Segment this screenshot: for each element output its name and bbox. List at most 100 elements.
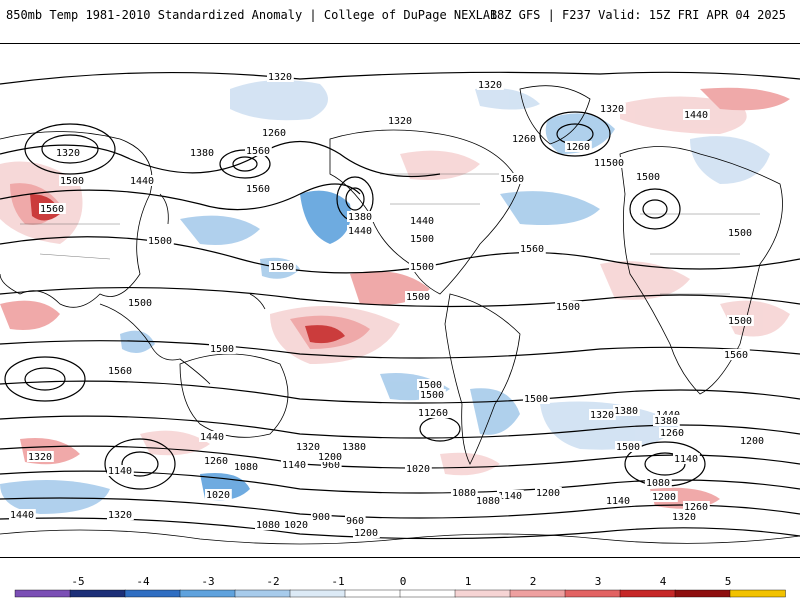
contour-label: 1080 — [256, 520, 280, 531]
contour-label: 1440 — [348, 226, 372, 237]
contour-label: 1320 — [296, 442, 320, 453]
contour-label-bg — [409, 233, 436, 244]
contour-label-bg — [535, 487, 562, 498]
contour-label-bg — [199, 431, 226, 442]
contour-label-bg — [255, 519, 282, 530]
colorbar-swatch — [179, 589, 236, 598]
contour-label: 1440 — [410, 216, 434, 227]
contour-label-bg — [345, 515, 366, 526]
contour-label: 1500 — [148, 236, 172, 247]
contour-label-bg — [127, 297, 154, 308]
contour-label-bg — [683, 501, 710, 512]
contour-label-bg — [317, 451, 344, 462]
contour-label-bg — [267, 71, 294, 82]
contour-label-bg — [347, 225, 374, 236]
colorbar-tick-labels: -5 -4 -3 -2 -1 0 1 2 3 4 5 — [71, 575, 731, 588]
contour-label-bg — [655, 409, 682, 420]
contour-label-bg — [245, 183, 272, 194]
colorbar-tick-label: 2 — [530, 575, 537, 588]
colorbar-swatch — [729, 589, 786, 598]
contour-label-bg — [9, 509, 36, 520]
colorbar-swatch — [234, 589, 291, 598]
contour-label-bg — [645, 477, 672, 488]
contour-label: 1440 — [200, 432, 224, 443]
contour-label-bg — [341, 441, 368, 452]
contour-label: 1500 — [418, 380, 442, 391]
coastlines — [0, 85, 800, 545]
contour-label: 1500 — [410, 234, 434, 245]
contour-labels: 1320132012601440132012601500132013201380… — [9, 71, 766, 539]
contour-label: 1560 — [500, 174, 524, 185]
contour-label-bg — [419, 389, 446, 400]
contour-label: 1560 — [246, 184, 270, 195]
contour-label: 1440 — [130, 176, 154, 187]
contour-label-bg — [599, 157, 626, 168]
contour-label-bg — [107, 365, 134, 376]
contour-label-bg — [59, 175, 86, 186]
contour-label-bg — [129, 175, 156, 186]
contour-label-bg — [615, 441, 642, 452]
contour-label-bg — [519, 243, 546, 254]
contour-label-bg — [671, 511, 698, 522]
contour-label-bg — [613, 405, 640, 416]
colorbar-tick-label: -1 — [331, 575, 344, 588]
contour-label: 1500 — [60, 176, 84, 187]
anomaly-colorbar: -5 -4 -3 -2 -1 0 1 2 3 4 5 — [0, 574, 800, 600]
contour-label-bg — [405, 463, 432, 474]
contour-label: 1320 — [388, 116, 412, 127]
contour-label-bg — [555, 301, 582, 312]
contour-label: 1500 — [420, 390, 444, 401]
contour-label: 1500 — [524, 394, 548, 405]
contour-label: 1560 — [724, 350, 748, 361]
contour-label-bg — [409, 215, 436, 226]
model-run-info: 18Z GFS | F237 Valid: 15Z FRI APR 04 202… — [489, 8, 786, 22]
contour-label: 1140 — [606, 496, 630, 507]
contour-label: 1500 — [270, 262, 294, 273]
contour-label-bg — [475, 495, 502, 506]
contour-label: 1260 — [660, 428, 684, 439]
colorbar-swatch — [619, 589, 676, 598]
colorbar-tick-label: 0 — [400, 575, 407, 588]
colorbar-swatch — [289, 589, 346, 598]
colorbar-swatch — [14, 589, 71, 598]
map-title: 850mb Temp 1981-2010 Standardized Anomal… — [6, 8, 498, 22]
colorbar-tick-label: 1 — [465, 575, 472, 588]
colorbar-swatches — [14, 589, 786, 598]
contour-label: 1260 — [204, 456, 228, 467]
contour-label-bg — [723, 349, 750, 360]
contour-label: 1200 — [536, 488, 560, 499]
contour-label: 1140 — [282, 460, 306, 471]
contour-label: 1560 — [246, 146, 270, 157]
contour-label: 1500 — [410, 262, 434, 273]
colorbar-swatch — [674, 589, 731, 598]
cold-anomaly-shading — [0, 80, 770, 514]
contour-label-bg — [203, 455, 230, 466]
contour-label-bg — [511, 133, 538, 144]
contour-label-bg — [497, 490, 524, 501]
colorbar-swatch — [344, 589, 401, 598]
contour-label: 1200 — [652, 492, 676, 503]
contour-label-bg — [673, 453, 700, 464]
contour-label: 1320 — [590, 410, 614, 421]
contour-label-bg — [523, 393, 550, 404]
contour-label-bg — [107, 465, 134, 476]
contour-label: 1320 — [478, 80, 502, 91]
contour-label: 960 — [322, 460, 340, 471]
contour-label: 1260 — [566, 142, 590, 153]
contour-label: 1440 — [10, 510, 34, 521]
contour-label: 1260 — [262, 128, 286, 139]
contour-label: 1260 — [512, 134, 536, 145]
contour-label: 1500 — [600, 158, 624, 169]
contour-label-bg — [565, 141, 592, 152]
contour-label: 1500 — [728, 316, 752, 327]
colorbar-swatch — [69, 589, 126, 598]
contour-label-bg — [659, 427, 686, 438]
colorbar-tick-label: 5 — [725, 575, 732, 588]
contour-label-bg — [651, 491, 678, 502]
contour-label: 1500 — [128, 298, 152, 309]
colorbar-swatch — [564, 589, 621, 598]
contour-label-bg — [599, 103, 626, 114]
contour-label-bg — [423, 407, 450, 418]
contour-label-bg — [27, 451, 54, 462]
contour-label-bg — [405, 291, 432, 302]
